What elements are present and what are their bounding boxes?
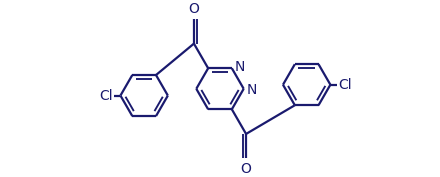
Text: Cl: Cl: [99, 88, 113, 102]
Text: Cl: Cl: [338, 78, 352, 92]
Text: O: O: [241, 162, 252, 176]
Text: N: N: [246, 83, 257, 97]
Text: N: N: [235, 60, 245, 74]
Text: O: O: [188, 2, 199, 16]
